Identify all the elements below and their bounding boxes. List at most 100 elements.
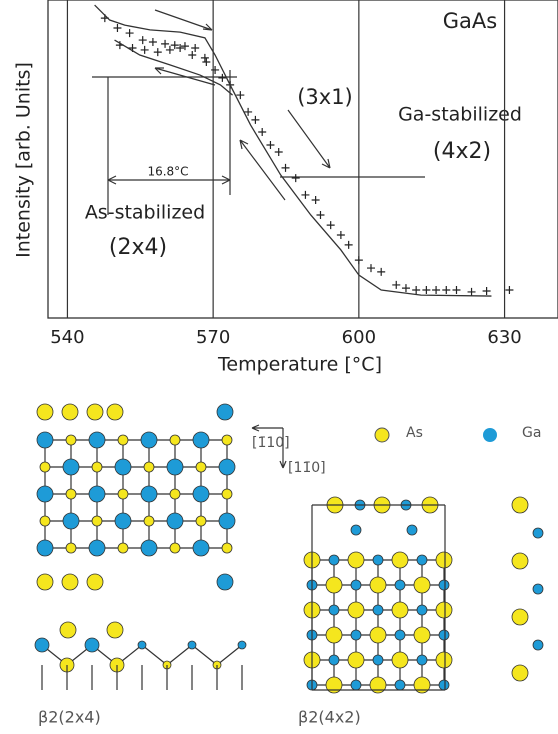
data-point <box>336 231 345 240</box>
atom <box>62 458 80 476</box>
atom <box>216 403 234 421</box>
plot-frame <box>47 0 558 319</box>
data-point <box>202 58 211 67</box>
legend-swatch <box>374 427 390 443</box>
annotation: 16.8°C <box>147 165 188 179</box>
atom <box>86 403 104 421</box>
atom <box>65 488 77 500</box>
data-point <box>170 41 179 50</box>
structure-label: β2(2x4) <box>38 708 101 727</box>
atom <box>350 524 362 536</box>
atom <box>195 515 207 527</box>
data-point <box>412 286 421 295</box>
atom <box>394 679 406 691</box>
data-point <box>191 44 200 53</box>
atom <box>166 458 184 476</box>
data-point <box>377 267 386 276</box>
atom <box>117 488 129 500</box>
atom <box>435 551 453 569</box>
atom <box>39 461 51 473</box>
atom <box>91 515 103 527</box>
atom <box>192 485 210 503</box>
atom <box>438 629 450 641</box>
atom <box>65 542 77 554</box>
data-point <box>392 280 401 289</box>
atom <box>511 496 529 514</box>
data-point <box>311 196 320 205</box>
x-tick-label: 630 <box>487 327 521 348</box>
data-point <box>467 287 476 296</box>
legend-label: Ga <box>522 425 541 441</box>
annotation: As-stabilized <box>85 202 205 224</box>
atom <box>34 637 50 653</box>
atom <box>391 601 409 619</box>
data-point <box>281 163 290 172</box>
data-point <box>291 174 300 183</box>
y-axis-label: Intensity [arb. Units] <box>13 62 35 258</box>
x-tick-label: 570 <box>196 327 230 348</box>
atom <box>369 676 387 694</box>
data-line <box>94 4 492 297</box>
atom <box>143 461 155 473</box>
annotation: (4x2) <box>433 139 491 164</box>
atom <box>413 576 431 594</box>
data-point <box>138 36 147 45</box>
atom <box>347 551 365 569</box>
data-point <box>180 42 189 51</box>
data-point <box>258 127 267 136</box>
atom <box>195 461 207 473</box>
atom <box>511 664 529 682</box>
data-point <box>165 45 174 54</box>
atom <box>391 651 409 669</box>
atom <box>84 637 100 653</box>
atom <box>347 651 365 669</box>
data-point <box>153 48 162 57</box>
atom <box>39 515 51 527</box>
atom <box>435 651 453 669</box>
atom <box>221 488 233 500</box>
data-point <box>266 141 275 150</box>
data-point <box>148 37 157 46</box>
data-point <box>140 45 149 54</box>
data-point <box>432 286 441 295</box>
data-point <box>442 286 451 295</box>
atom <box>140 431 158 449</box>
bond <box>166 644 193 666</box>
atom <box>532 527 544 539</box>
data-point <box>113 23 122 32</box>
data-point <box>251 115 260 124</box>
atom <box>61 573 79 591</box>
atom <box>140 539 158 557</box>
atom <box>169 488 181 500</box>
atom <box>106 403 124 421</box>
x-tick-label: 600 <box>342 327 376 348</box>
atom <box>36 539 54 557</box>
atom <box>347 601 365 619</box>
atom <box>350 579 362 591</box>
atom <box>192 539 210 557</box>
annotation: Ga-stabilized <box>398 104 522 126</box>
atom <box>114 512 132 530</box>
atom <box>91 461 103 473</box>
atom <box>117 434 129 446</box>
atom <box>325 676 343 694</box>
data-point <box>211 65 220 74</box>
direction-label: [11̄0] <box>288 460 326 476</box>
data-point <box>125 29 134 38</box>
atom <box>413 676 431 694</box>
data-point <box>244 107 253 116</box>
atom <box>328 604 340 616</box>
data-point <box>316 210 325 219</box>
atom <box>192 431 210 449</box>
atom <box>416 554 428 566</box>
atom <box>511 608 529 626</box>
atom <box>187 640 197 650</box>
data-point <box>188 51 197 60</box>
atom <box>143 515 155 527</box>
data-point <box>482 286 491 295</box>
atom <box>438 579 450 591</box>
atom <box>169 434 181 446</box>
atom <box>325 626 343 644</box>
data-point <box>422 286 431 295</box>
atom <box>532 583 544 595</box>
